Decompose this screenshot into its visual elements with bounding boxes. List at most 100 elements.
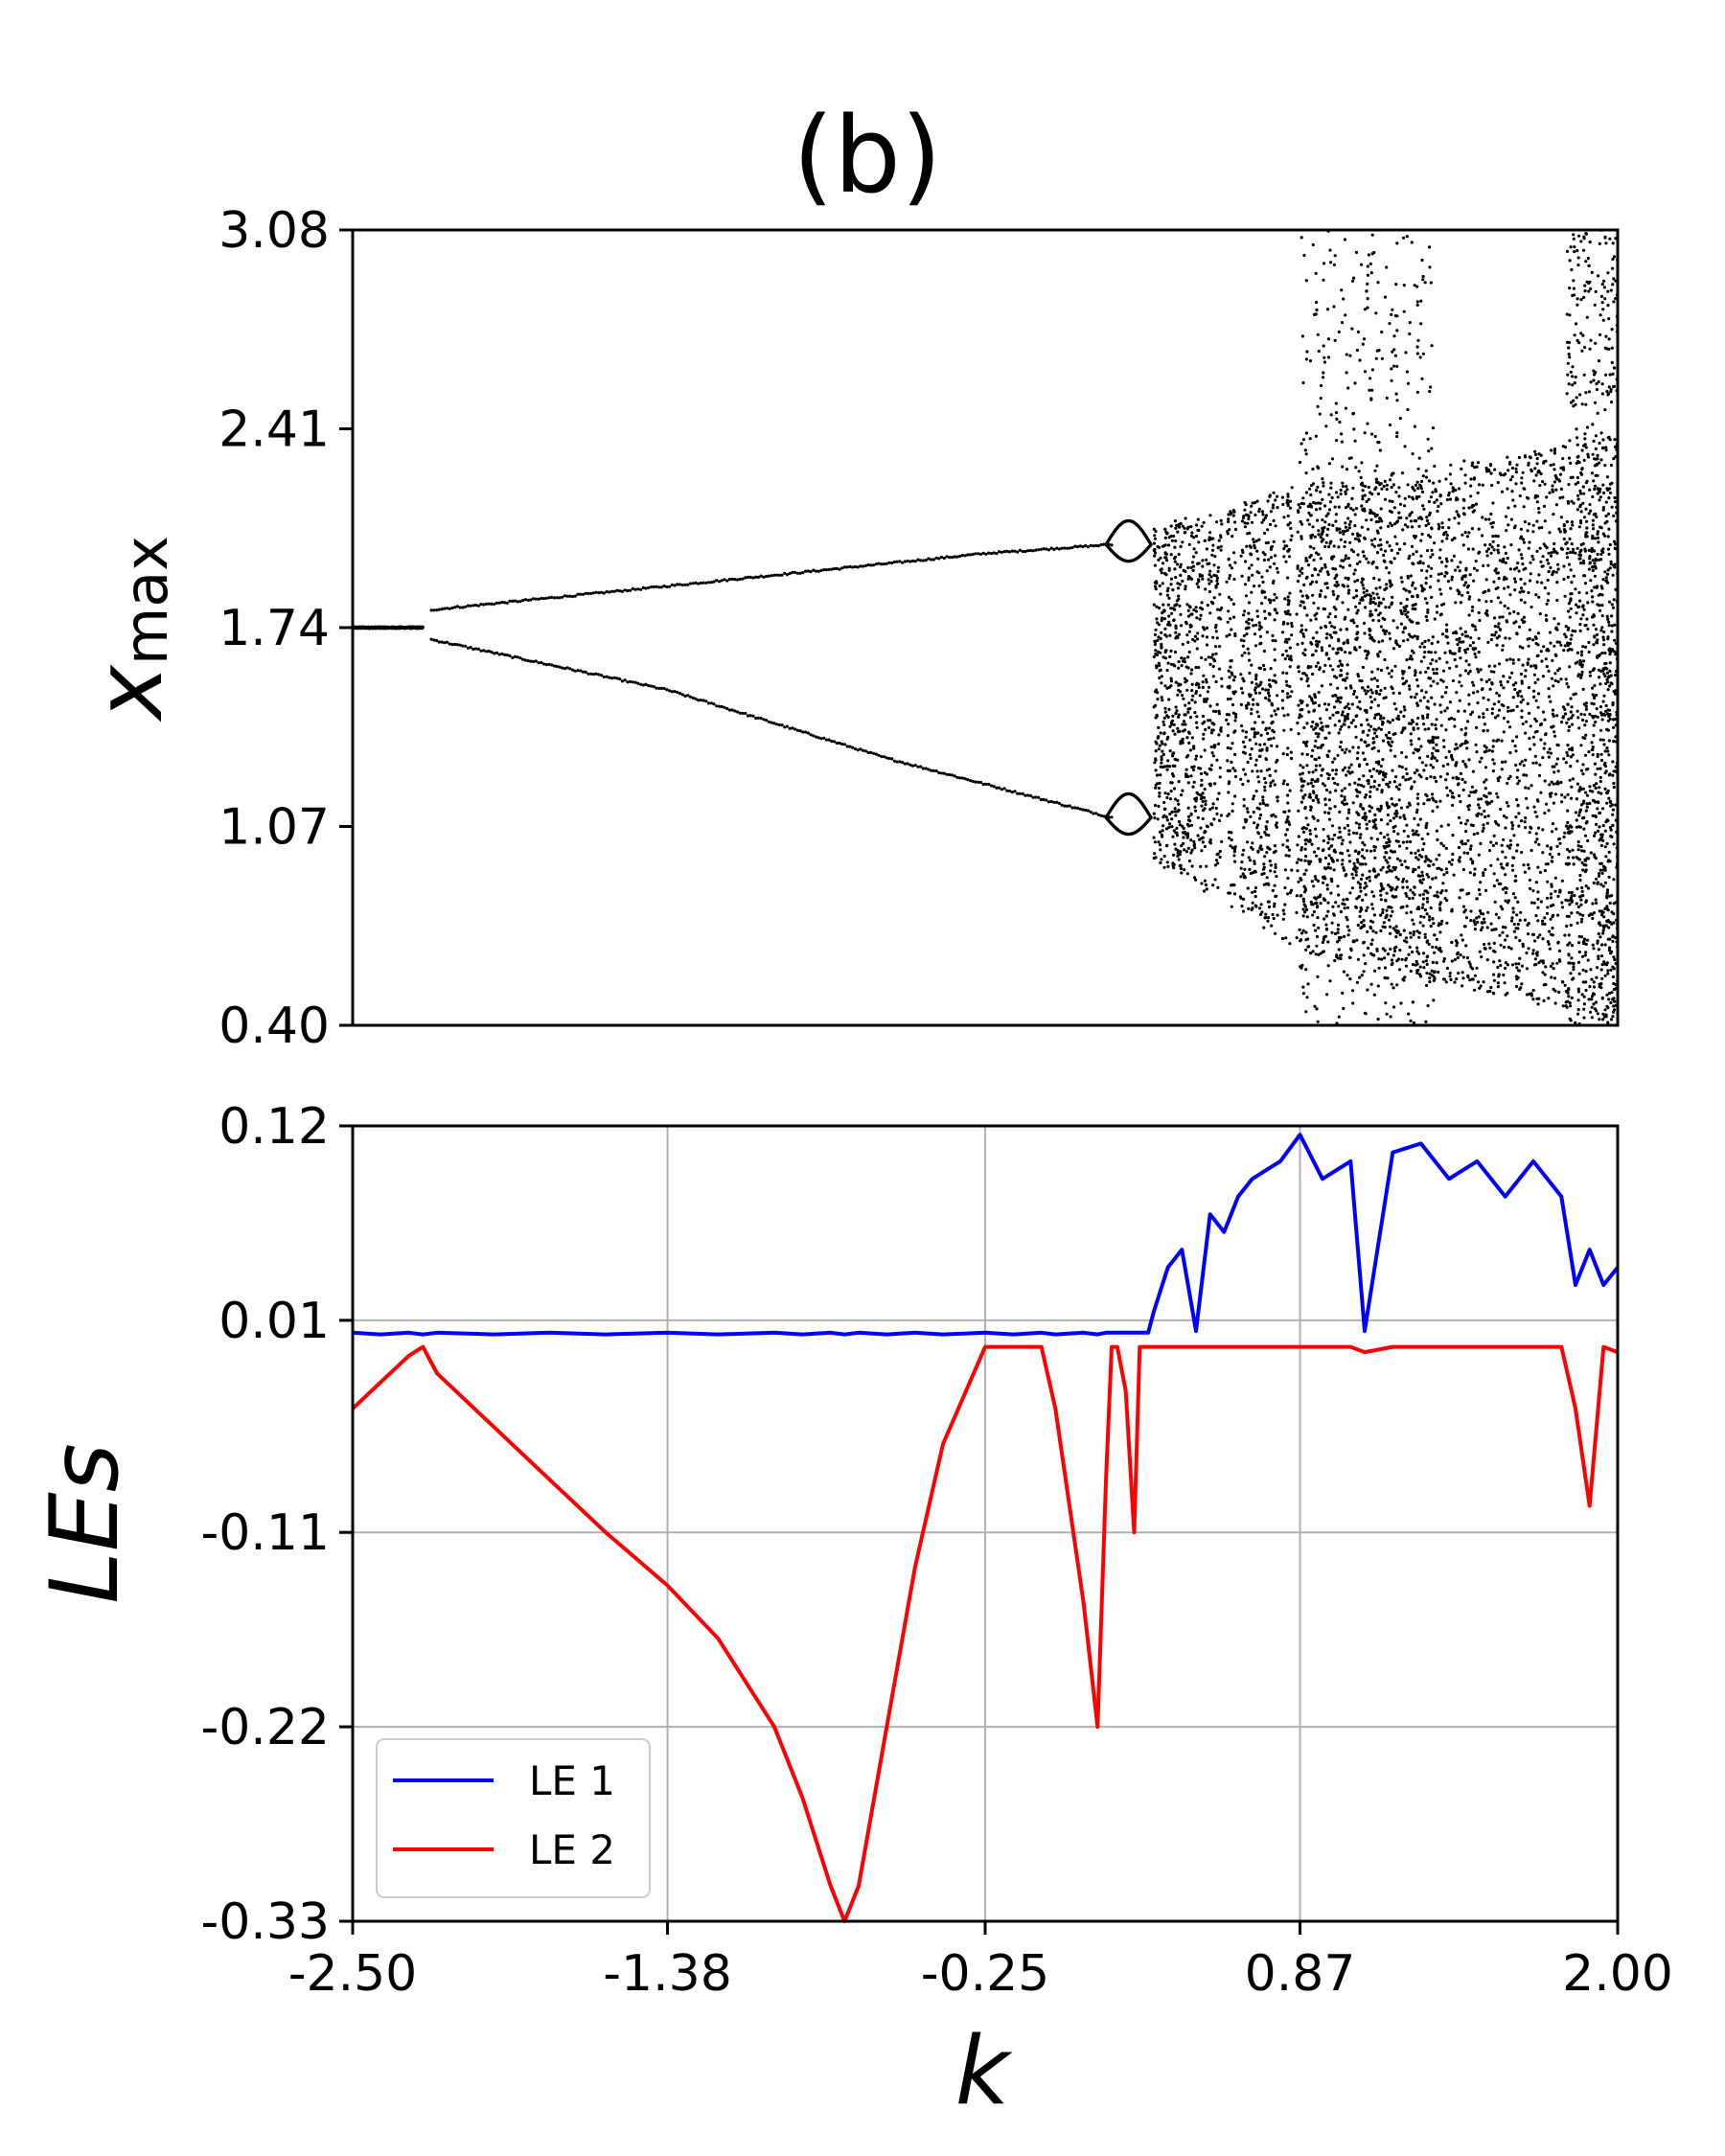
bifurcation-point [1213,863,1217,867]
bifurcation-point [1191,694,1195,698]
bifurcation-point [1288,891,1293,895]
bifurcation-point [1262,649,1266,654]
bifurcation-point [777,722,781,727]
bifurcation-point [1485,728,1489,733]
bifurcation-point [1243,609,1247,613]
bifurcation-point [1357,826,1362,830]
bifurcation-point [1336,696,1340,700]
bifurcation-point [1511,906,1515,910]
bifurcation-point [1207,685,1211,689]
bifurcation-point [1431,491,1435,494]
bifurcation-point [1269,781,1273,785]
bifurcation-point [1000,550,1003,554]
bifurcation-point [1576,905,1580,909]
bifurcation-point [1523,582,1527,585]
bifurcation-point [1369,837,1373,840]
bifurcation-point [1544,965,1548,969]
bifurcation-point [1191,785,1195,789]
bifurcation-point [1566,609,1571,613]
bifurcation-point [1516,922,1520,927]
bifurcation-point [1530,664,1533,668]
bifurcation-point [1332,868,1336,872]
bifurcation-point [1448,649,1452,654]
bifurcation-point [1570,785,1574,789]
bifurcation-point [1469,477,1473,481]
bifurcation-point [1603,962,1607,966]
bifurcation-point [1516,768,1520,772]
bifurcation-point [1211,675,1215,678]
bifurcation-point [1455,977,1459,981]
bifurcation-point [1460,593,1464,597]
bifurcation-point [1377,957,1381,961]
bifurcation-point [1391,595,1394,600]
bifurcation-point [1501,615,1505,619]
bifurcation-point [1286,815,1290,819]
bifurcation-point [1288,506,1293,510]
bifurcation-point [1163,543,1167,547]
bifurcation-point [1535,462,1539,466]
bifurcation-point [1411,829,1414,833]
bifurcation-point [1248,566,1252,570]
bifurcation-point [833,740,837,744]
bifurcation-point [555,596,559,600]
bifurcation-point [1596,800,1600,804]
bifurcation-point [1544,613,1548,617]
bifurcation-point [1386,822,1390,826]
bifurcation-point [1290,690,1294,694]
bifurcation-point [1372,849,1376,853]
bifurcation-point [1446,823,1450,827]
bifurcation-point [1606,512,1611,516]
bifurcation-point [1169,524,1173,528]
bifurcation-point [1208,562,1211,565]
bifurcation-point [1261,721,1265,724]
bifurcation-point [1216,608,1220,611]
bifurcation-point [1455,761,1459,765]
bifurcation-point [665,585,669,589]
bifurcation-point [1585,617,1589,621]
bifurcation-point [939,771,944,775]
bifurcation-point [1295,860,1299,864]
bifurcation-point [1405,823,1409,827]
bifurcation-point [1243,525,1248,529]
bifurcation-point [1250,712,1254,716]
bifurcation-point [1412,932,1415,937]
bifurcation-point [602,675,606,679]
bifurcation-point [1174,624,1178,628]
bifurcation-point [1339,740,1343,745]
bifurcation-point [1447,749,1451,754]
bifurcation-point [1375,947,1379,952]
bifurcation-point [1568,550,1573,555]
bifurcation-point [1317,732,1321,736]
bifurcation-point [950,773,954,777]
bifurcation-point [1405,605,1409,608]
bifurcation-point [833,566,837,571]
bifurcation-point [1520,557,1524,561]
bifurcation-point [1560,879,1564,883]
bifurcation-point [1244,513,1249,516]
bifurcation-point [1460,839,1463,843]
bifurcation-point [1594,786,1598,791]
bifurcation-point [966,778,970,782]
bifurcation-point [1461,955,1465,959]
bifurcation-point [1523,675,1528,678]
bifurcation-point [1270,924,1274,928]
bifurcation-point [1358,645,1362,650]
bifurcation-point [1245,544,1249,548]
bifurcation-point [838,741,841,745]
bifurcation-point [1328,500,1332,504]
bifurcation-point [1485,613,1489,617]
bifurcation-point [1576,987,1580,991]
bifurcation-point [1194,754,1199,758]
bifurcation-point [1173,842,1177,846]
bifurcation-point [1336,884,1340,888]
bifurcation-point [1317,690,1321,695]
bifurcation-point [1478,806,1482,810]
bifurcation-point [1562,649,1566,653]
bifurcation-point [1385,841,1389,845]
bifurcation-point [882,755,886,759]
bifurcation-point [1551,830,1554,834]
bifurcation-point [1273,905,1276,908]
bifurcation-point [1274,931,1277,935]
bifurcation-point [1244,735,1248,739]
bifurcation-point [1533,467,1537,470]
